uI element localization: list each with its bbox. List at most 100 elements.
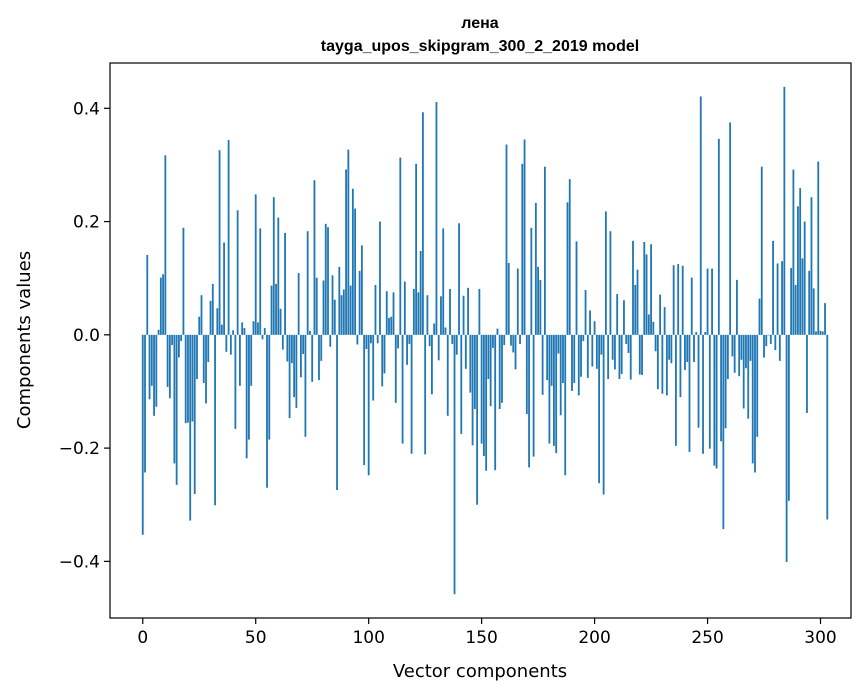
bar-130: [435, 102, 438, 335]
bar-233: [668, 334, 671, 360]
bar-223: [645, 254, 648, 335]
bar-247: [699, 96, 702, 335]
bar-133: [442, 228, 445, 335]
bar-36: [223, 242, 225, 335]
bar-110: [390, 316, 393, 335]
chart-title: лена: [461, 15, 499, 32]
bar-270: [751, 334, 754, 464]
bar-83: [329, 334, 332, 347]
bar-169: [523, 139, 526, 335]
bar-129: [433, 323, 436, 335]
bar-254: [715, 334, 718, 469]
bar-201: [595, 334, 598, 369]
bar-298: [815, 331, 817, 335]
bar-91: [347, 149, 350, 335]
bar-3: [148, 334, 151, 400]
bar-279: [772, 240, 774, 335]
bar-278: [769, 334, 772, 344]
bar-1: [144, 334, 146, 473]
x-axis-ticks: 0 50 100 150 200 250 300: [137, 618, 837, 648]
bar-53: [261, 334, 264, 340]
bar-115: [401, 334, 404, 444]
bar-111: [392, 292, 395, 335]
bar-102: [372, 334, 375, 401]
bar-166: [516, 268, 519, 335]
bar-219: [636, 269, 639, 335]
bar-196: [584, 290, 587, 335]
bar-245: [695, 332, 698, 335]
bar-277: [767, 334, 770, 336]
bar-227: [654, 334, 657, 352]
bar-119: [410, 334, 413, 454]
bar-285: [785, 334, 788, 562]
bar-33: [216, 308, 219, 335]
bar-191: [573, 334, 576, 383]
bar-271: [754, 334, 756, 473]
bar-58: [272, 197, 275, 335]
bar-210: [616, 294, 619, 335]
bar-30: [209, 300, 212, 335]
bar-263: [736, 279, 738, 335]
bar-88: [340, 295, 343, 335]
bar-92: [349, 285, 352, 335]
bar-9: [162, 274, 164, 335]
bar-246: [697, 334, 700, 428]
bar-87: [338, 266, 341, 335]
bar-90: [345, 169, 347, 335]
bar-184: [557, 334, 560, 354]
bar-35: [220, 324, 223, 335]
bar-257: [722, 334, 725, 530]
bar-86: [336, 334, 338, 491]
bar-295: [808, 270, 811, 335]
bar-262: [733, 334, 736, 373]
bar-49: [252, 321, 255, 335]
bar-108: [385, 291, 388, 335]
bar-216: [629, 334, 632, 380]
bar-179: [546, 334, 549, 381]
y-tick-label: 0.0: [73, 326, 100, 346]
bar-261: [731, 334, 734, 357]
bar-250: [706, 268, 709, 335]
bar-165: [514, 334, 517, 370]
bar-203: [600, 334, 603, 355]
bar-112: [394, 334, 397, 403]
bar-138: [453, 334, 456, 595]
bar-253: [713, 334, 716, 466]
bar-117: [406, 334, 408, 365]
bar-141: [460, 334, 463, 434]
bar-181: [550, 334, 553, 386]
bar-80: [322, 280, 325, 335]
bar-189: [568, 179, 571, 335]
bar-205: [604, 211, 607, 335]
bar-275: [763, 334, 765, 358]
bar-242: [688, 334, 691, 453]
bar-52: [259, 228, 262, 335]
bar-42: [236, 210, 239, 335]
bar-218: [634, 285, 637, 335]
bar-12: [168, 334, 171, 399]
bar-153: [487, 334, 490, 380]
bar-272: [756, 334, 759, 437]
bars-group: [141, 86, 829, 595]
bar-61: [279, 308, 282, 335]
bar-5: [153, 334, 155, 416]
bar-14: [173, 334, 176, 464]
bar-235: [672, 265, 675, 335]
bar-37: [225, 334, 228, 352]
bar-100: [367, 334, 370, 476]
bar-225: [650, 244, 652, 335]
y-axis-label: Components values: [14, 251, 35, 429]
bar-220: [638, 334, 641, 375]
bar-264: [738, 334, 741, 377]
bar-234: [670, 334, 673, 364]
bar-17: [180, 334, 183, 342]
bar-29: [207, 334, 210, 363]
bar-217: [632, 240, 634, 335]
bar-176: [539, 279, 542, 335]
bar-8: [159, 277, 162, 335]
bar-131: [437, 334, 440, 361]
bar-290: [797, 206, 799, 335]
bar-195: [582, 334, 585, 342]
bar-300: [819, 330, 822, 335]
bar-124: [421, 112, 424, 335]
